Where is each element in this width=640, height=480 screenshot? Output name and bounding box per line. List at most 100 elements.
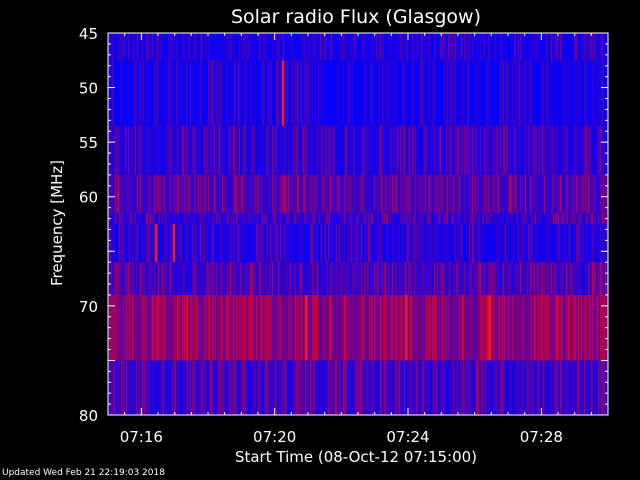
flux-column	[352, 125, 354, 175]
flux-column	[318, 224, 320, 263]
flux-column	[427, 213, 429, 224]
flux-column	[541, 294, 543, 361]
flux-column	[595, 213, 597, 224]
flux-column	[363, 174, 365, 214]
flux-column	[538, 224, 540, 263]
flux-column	[233, 224, 235, 263]
flux-column	[462, 213, 464, 224]
flux-column	[457, 360, 459, 415]
flux-column	[499, 60, 501, 126]
flux-column	[355, 360, 357, 415]
flux-column	[231, 360, 233, 415]
flux-column	[300, 125, 302, 175]
flux-column	[434, 33, 436, 61]
flux-column	[233, 294, 235, 361]
flux-column	[251, 174, 253, 214]
flux-column	[525, 213, 527, 224]
flux-column	[397, 33, 399, 61]
flux-column	[583, 213, 585, 224]
flux-column	[110, 174, 112, 214]
flux-column	[248, 60, 250, 126]
flux-column	[396, 360, 398, 415]
flux-column	[225, 360, 227, 415]
flux-column	[522, 262, 524, 295]
flux-column	[192, 360, 194, 415]
flux-column	[604, 60, 606, 126]
flux-column	[506, 262, 508, 295]
flux-column	[319, 262, 321, 295]
flux-column	[329, 213, 331, 224]
flux-column	[480, 125, 482, 175]
flux-column	[508, 294, 510, 361]
flux-column	[556, 213, 558, 224]
flux-column	[462, 60, 464, 126]
flux-column	[268, 60, 270, 126]
flux-column	[304, 125, 306, 175]
flux-column	[118, 294, 120, 361]
flux-column	[277, 60, 279, 126]
flux-column	[125, 213, 127, 224]
flux-column	[171, 360, 173, 415]
flux-column	[581, 360, 583, 415]
flux-column	[545, 125, 547, 175]
flux-column	[117, 213, 119, 224]
flux-column	[445, 60, 447, 126]
flux-column	[372, 33, 374, 61]
flux-column	[593, 33, 595, 61]
flux-column	[591, 360, 593, 415]
flux-column	[197, 294, 199, 361]
flux-column	[501, 174, 503, 214]
flux-column	[591, 174, 593, 214]
flux-column	[168, 33, 170, 61]
flux-column	[256, 360, 258, 415]
flux-column	[462, 294, 464, 361]
flux-column	[452, 60, 454, 126]
flux-column	[446, 262, 448, 295]
flux-column	[531, 360, 533, 415]
flux-column	[582, 224, 584, 263]
flux-column	[388, 60, 390, 126]
flux-column	[108, 360, 110, 415]
flux-column	[123, 294, 125, 361]
flux-column	[510, 360, 512, 415]
flux-column	[361, 213, 363, 224]
flux-column	[356, 125, 358, 175]
flux-column	[418, 224, 420, 263]
flux-column	[395, 224, 397, 263]
flux-column	[481, 294, 483, 361]
flux-column	[313, 33, 315, 61]
radio-burst-5	[305, 294, 308, 361]
flux-column	[223, 224, 225, 263]
flux-column	[252, 60, 254, 126]
flux-column	[401, 360, 403, 415]
flux-column	[464, 33, 466, 61]
flux-column	[333, 213, 335, 224]
band-background	[108, 60, 608, 126]
flux-column	[226, 174, 228, 214]
flux-column	[487, 33, 489, 61]
flux-column	[276, 262, 278, 295]
flux-column	[280, 294, 282, 361]
flux-column	[353, 360, 355, 415]
flux-column	[134, 174, 136, 214]
flux-column	[158, 294, 160, 361]
flux-column	[509, 174, 511, 214]
flux-column	[286, 262, 288, 295]
flux-column	[311, 125, 313, 175]
flux-column	[478, 125, 480, 175]
flux-column	[361, 360, 363, 415]
flux-column	[414, 213, 416, 224]
flux-column	[501, 262, 503, 295]
flux-column	[139, 294, 141, 361]
flux-column	[548, 262, 550, 295]
flux-column	[269, 262, 271, 295]
flux-column	[229, 224, 231, 263]
flux-column	[383, 294, 385, 361]
flux-column	[281, 33, 283, 61]
flux-column	[571, 60, 573, 126]
flux-column	[500, 262, 502, 295]
flux-column	[216, 60, 218, 126]
flux-column	[242, 213, 244, 224]
flux-column	[603, 174, 605, 214]
flux-column	[139, 125, 141, 175]
